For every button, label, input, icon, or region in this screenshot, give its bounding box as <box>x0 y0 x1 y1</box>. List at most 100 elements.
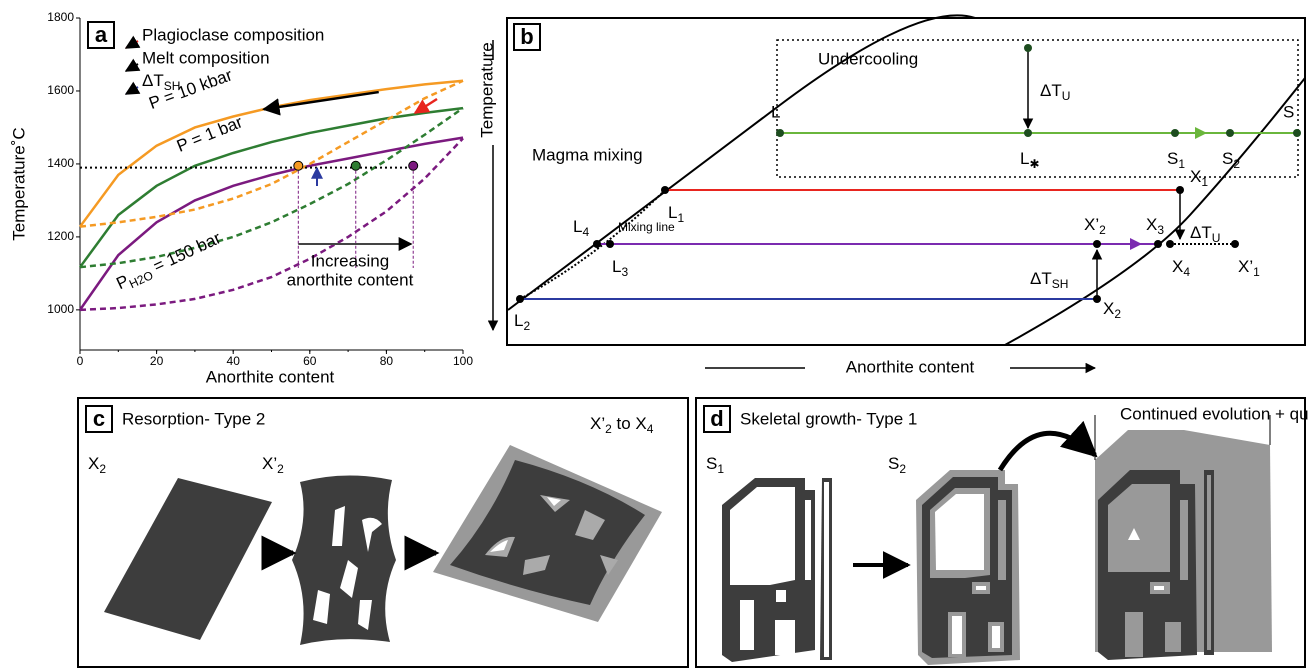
point-label: L1 <box>668 203 684 225</box>
skeletal-crystal <box>722 478 832 662</box>
x-axis-label: Anorthite content <box>846 357 975 376</box>
text-run: = 150 bar <box>146 229 224 279</box>
stage-label: S2 <box>888 454 906 476</box>
text-run: S <box>1167 149 1178 168</box>
point-label: S1 <box>1167 149 1185 171</box>
point-label: S <box>1283 102 1294 121</box>
subscript: SH <box>1052 277 1069 291</box>
text-run: X <box>1190 167 1201 186</box>
subscript: 2 <box>1114 307 1121 321</box>
stage-label: X’2 <box>262 454 284 476</box>
text-run: ΔT <box>1040 81 1062 100</box>
region-label: Magma mixing <box>532 145 643 164</box>
y-tick-label: 1000 <box>47 302 74 316</box>
panel-label: d <box>710 406 723 431</box>
text-run: ΔT <box>1190 223 1212 242</box>
y-tick-label: 1800 <box>47 10 74 24</box>
point-label: ΔTU <box>1190 223 1220 245</box>
point-label: ΔTU <box>1040 81 1070 103</box>
panel-title: Resorption- Type 2 <box>122 409 265 428</box>
y-tick-label: 1200 <box>47 229 74 243</box>
solidus <box>1005 78 1305 345</box>
subscript: 1 <box>717 462 724 476</box>
stage-label: S1 <box>706 454 724 476</box>
subscript: U <box>1062 89 1071 103</box>
point-label: L✱ <box>1020 149 1040 171</box>
text-run: S <box>888 454 899 473</box>
legend-label: Plagioclase composition <box>142 25 324 44</box>
text-run: L <box>1020 149 1029 168</box>
stage-label: X2 <box>88 454 106 476</box>
crystal <box>104 478 272 640</box>
subscript: 2 <box>899 462 906 476</box>
crystal <box>292 475 396 645</box>
x-tick-label: 20 <box>150 354 164 368</box>
subscript: 1 <box>1178 157 1185 171</box>
legend-arrow <box>126 41 138 48</box>
x-axis-label: Anorthite content <box>206 367 335 386</box>
stage-label: X’2 to X4 <box>590 414 654 436</box>
subscript: 2 <box>1233 157 1240 171</box>
x-tick-label: 100 <box>453 354 473 368</box>
subscript: 2 <box>99 462 106 476</box>
text-run: S <box>706 454 717 473</box>
text-run: ΔT <box>1030 269 1052 288</box>
text-run: ΔT <box>142 71 164 90</box>
subscript: 3 <box>621 265 628 279</box>
text-run: X’ <box>1084 215 1099 234</box>
subscript: 4 <box>582 225 589 239</box>
x-tick-label: 0 <box>77 354 84 368</box>
point <box>351 161 360 170</box>
point-label: L2 <box>514 311 530 333</box>
arrow-label: anorthite content <box>287 270 414 289</box>
panel-label: a <box>95 22 108 47</box>
y-tick-label: 1400 <box>47 156 74 170</box>
point-label: X2 <box>1103 299 1121 321</box>
box-title: Undercooling <box>818 49 918 68</box>
subscript: 1 <box>677 211 684 225</box>
x-tick-label: 80 <box>380 354 394 368</box>
text-run: to X <box>612 414 647 433</box>
x-tick-label: 40 <box>227 354 241 368</box>
subscript: 4 <box>1183 265 1190 279</box>
text-run: L <box>514 311 523 330</box>
point-label: X’1 <box>1238 257 1260 279</box>
text-run: X <box>1172 257 1183 276</box>
text-run: X’ <box>262 454 277 473</box>
legend-label: Melt composition <box>142 48 270 67</box>
text-run: X’ <box>1238 257 1253 276</box>
subscript: U <box>1212 231 1221 245</box>
arrow-label: Increasing <box>311 251 389 270</box>
point-label: L3 <box>612 257 628 279</box>
point <box>294 161 303 170</box>
point-label: X1 <box>1190 167 1208 189</box>
figure: a Anorthite content Temperature˚C b Temp… <box>0 0 1309 668</box>
panel-label: c <box>93 406 105 431</box>
point-label: X4 <box>1172 257 1190 279</box>
text-run: S <box>1222 149 1233 168</box>
y-axis-label: Temperature˚C <box>9 127 28 240</box>
text-run: L <box>612 257 621 276</box>
skeletal-crystal <box>1095 415 1272 660</box>
subscript: 2 <box>523 319 530 333</box>
text-run: X <box>1103 299 1114 318</box>
series-line <box>80 81 463 227</box>
series-line <box>80 81 463 227</box>
point-label: ΔTSH <box>1030 269 1068 291</box>
skeletal-crystal <box>916 470 1020 665</box>
point-label: L <box>771 102 780 121</box>
subscript: 2 <box>277 462 284 476</box>
legend-arrow <box>126 64 138 71</box>
point-label: X’2 <box>1084 215 1106 237</box>
subscript: 3 <box>1157 223 1164 237</box>
subscript: 2 <box>1099 223 1106 237</box>
text-run: L <box>668 203 677 222</box>
line-label: Mixing line <box>618 220 675 234</box>
panel-title: Skeletal growth- Type 1 <box>740 409 917 428</box>
point-label: X3 <box>1146 215 1164 237</box>
subscript: 1 <box>1201 175 1208 189</box>
curve-label: P = 1 bar <box>174 112 246 156</box>
melt-arrow <box>264 92 379 109</box>
subscript: 1 <box>1253 265 1260 279</box>
text-run: L <box>573 217 582 236</box>
